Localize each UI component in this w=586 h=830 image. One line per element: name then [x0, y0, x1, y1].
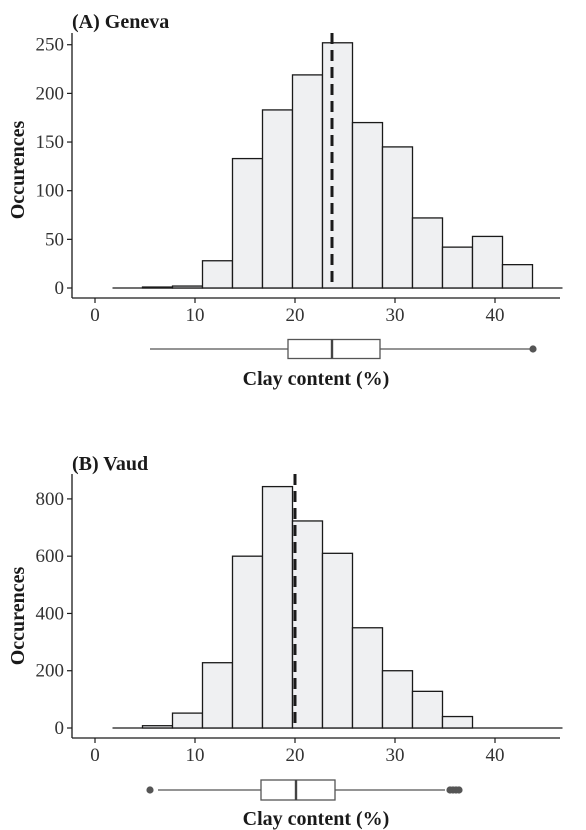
- y-tick-label: 0: [55, 718, 65, 739]
- panel-title-geneva: (A) Geneva: [72, 11, 169, 33]
- histogram-bar: [351, 627, 384, 729]
- histogram-bar: [321, 552, 354, 729]
- y-tick-label: 200: [36, 83, 65, 104]
- histogram-bar: [171, 712, 204, 729]
- histogram-bar: [261, 109, 294, 289]
- x-tick-label: 10: [186, 745, 205, 766]
- y-tick-label: 200: [36, 661, 65, 682]
- histogram-bar: [351, 121, 384, 289]
- histogram-bar: [441, 715, 474, 729]
- histogram-bar: [411, 217, 444, 289]
- histogram-bar: [471, 235, 504, 289]
- y-axis-label-geneva: Occurences: [7, 121, 29, 220]
- histogram-bar: [261, 485, 294, 729]
- x-tick-label: 40: [486, 305, 505, 326]
- x-tick-label: 0: [90, 305, 100, 326]
- histogram-bar: [231, 555, 264, 729]
- x-tick-label: 10: [186, 305, 205, 326]
- panel-vaud: (B) Vaud Occurences Clay content (%) 0 20…: [7, 453, 563, 830]
- histogram-bar: [201, 260, 234, 289]
- histogram-bar: [231, 157, 264, 289]
- histogram-bar: [141, 286, 174, 289]
- x-tick-label: 20: [286, 305, 305, 326]
- y-tick-label: 800: [36, 489, 65, 510]
- boxplot-outlier: [529, 345, 537, 353]
- histogram-bar: [321, 42, 354, 289]
- x-tick-label: 20: [286, 745, 305, 766]
- histogram-bar: [411, 690, 444, 729]
- y-tick-label: 400: [36, 603, 65, 624]
- histogram-bar: [201, 662, 234, 729]
- histogram-bar: [381, 146, 414, 289]
- y-tick-label: 600: [36, 546, 65, 567]
- histogram-bar: [171, 285, 204, 289]
- boxplot-outlier: [146, 786, 154, 794]
- histogram-bar: [501, 263, 534, 289]
- panel-title-vaud: (B) Vaud: [72, 453, 148, 475]
- boxplot-outlier: [455, 786, 463, 794]
- y-axis-label-vaud: Occurences: [7, 567, 29, 666]
- boxplot-box: [287, 338, 381, 360]
- x-tick-label: 0: [90, 745, 100, 766]
- x-tick-label: 30: [386, 745, 405, 766]
- y-tick-label: 250: [36, 35, 65, 56]
- histogram-bar: [441, 246, 474, 289]
- histogram-bar: [141, 725, 174, 729]
- panel-geneva: (A) Geneva Occurences Clay content (%) 0…: [7, 11, 563, 390]
- y-tick-label: 100: [36, 181, 65, 202]
- y-tick-label: 50: [45, 229, 64, 250]
- x-axis-label-vaud: Clay content (%): [243, 808, 390, 830]
- x-tick-label: 40: [486, 745, 505, 766]
- boxplot-box: [260, 779, 336, 801]
- x-tick-label: 30: [386, 305, 405, 326]
- y-tick-label: 150: [36, 132, 65, 153]
- x-axis-label-geneva: Clay content (%): [243, 368, 390, 390]
- histogram-bar: [291, 74, 324, 289]
- histogram-bar: [381, 670, 414, 729]
- histogram-bar: [291, 520, 324, 729]
- y-tick-label: 0: [55, 278, 65, 299]
